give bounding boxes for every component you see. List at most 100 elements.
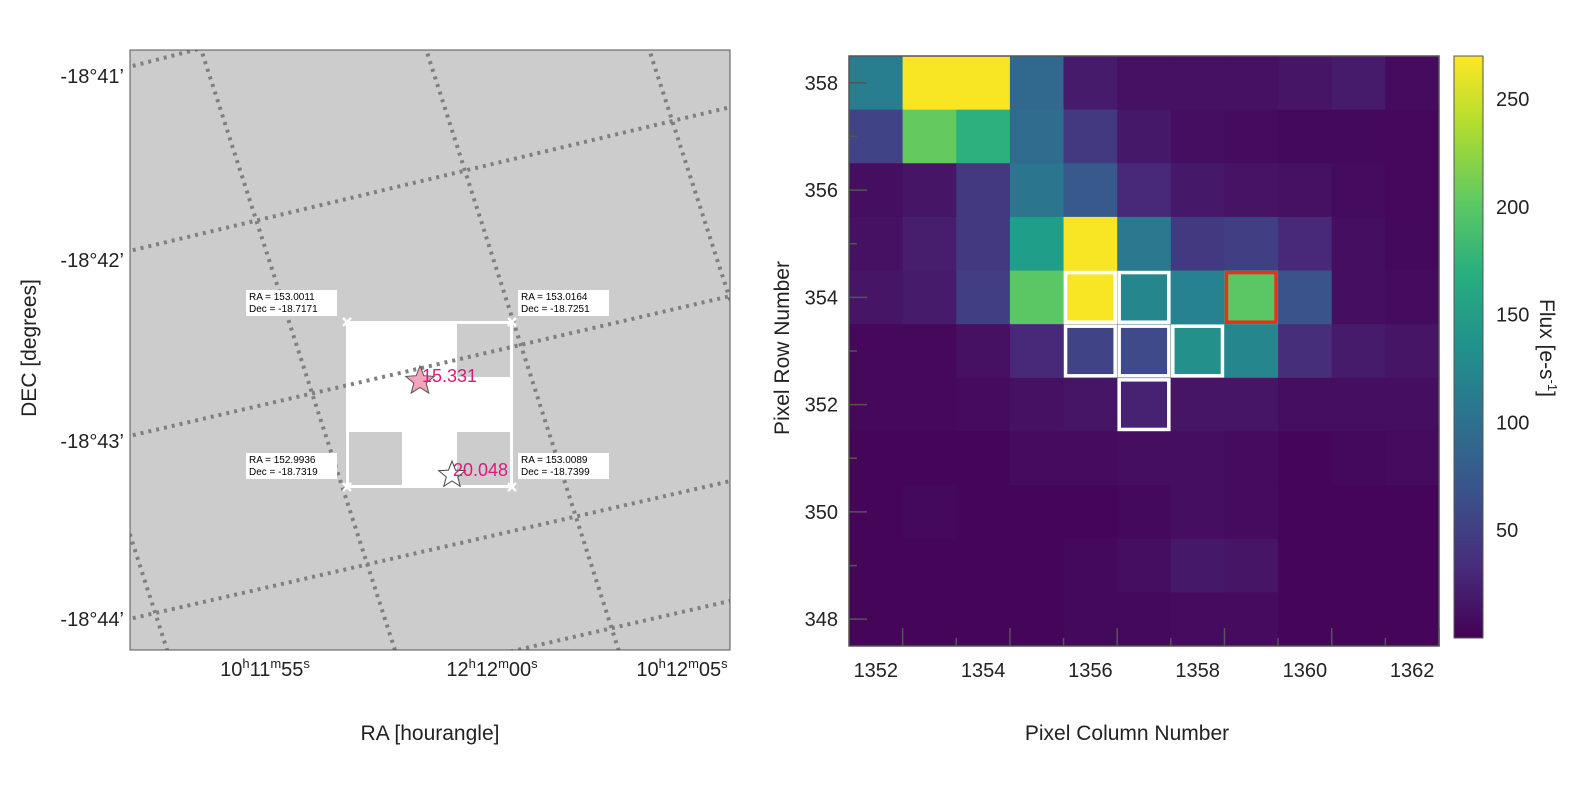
heatmap-cell <box>1063 431 1118 486</box>
aperture-pixel[interactable] <box>1171 324 1225 378</box>
heatmap-cell <box>1117 56 1172 111</box>
heatmap-cell <box>1385 109 1439 164</box>
dec-tick-labels: -18°41’ -18°42’ -18°43’ -18°44’ <box>60 66 124 631</box>
aperture-pixel[interactable] <box>1117 270 1171 324</box>
target-star[interactable]: 15.331 <box>404 364 477 395</box>
aperture-pixel[interactable] <box>1063 270 1117 324</box>
footprint-outline <box>342 317 517 492</box>
heatmap-cell <box>956 377 1011 433</box>
heatmap-cell <box>1278 538 1333 593</box>
dec-tick-label: -18°44’ <box>60 609 124 631</box>
heatmap-cell <box>1117 270 1172 325</box>
heatmap-cell <box>1009 216 1065 272</box>
neighbor-star-icon[interactable] <box>437 459 467 488</box>
heatmap-cell <box>1278 216 1333 272</box>
heatmap-cell <box>1278 485 1333 540</box>
heatmap-cell <box>1278 109 1333 164</box>
dec-grid-line <box>130 105 730 253</box>
ra-grid-line <box>199 50 398 650</box>
aperture-pixel[interactable] <box>1063 324 1117 378</box>
aperture-pixel[interactable] <box>1117 324 1171 378</box>
colorbar-gradient <box>1453 55 1484 639</box>
heatmap-cell <box>956 592 1011 646</box>
corner-ra: RA = 153.0164 <box>521 292 588 303</box>
heatmap-cell <box>1278 431 1333 486</box>
heatmap-cell <box>1224 538 1279 593</box>
heatmap-cell <box>902 431 957 486</box>
heatmap-cell <box>1170 56 1226 111</box>
aperture-pixel[interactable] <box>1117 378 1171 432</box>
heatmap-cell <box>1117 431 1172 486</box>
heatmap-cell <box>1063 485 1118 540</box>
heatmap-cell <box>902 538 957 593</box>
heatmap-cell <box>902 324 957 379</box>
y-tick-label: 356 <box>805 180 838 202</box>
aperture-outlines <box>1063 270 1278 432</box>
heatmap-cell <box>1009 431 1065 486</box>
y-tick-label: 354 <box>805 287 838 309</box>
heatmap-cell <box>1385 56 1439 111</box>
corner-ra: RA = 152.9936 <box>249 455 316 466</box>
heatmap-cell <box>956 538 1011 593</box>
heatmap-cell <box>1224 431 1279 486</box>
heatmap-xlabel: Pixel Column Number <box>1025 722 1229 745</box>
corner-label-top-right: RA = 153.0164 Dec = -18.7251 <box>518 290 609 316</box>
dec-tick-label: -18°43’ <box>60 431 124 453</box>
heatmap-cell <box>1331 56 1386 111</box>
corner-dec: Dec = -18.7399 <box>521 467 590 478</box>
heatmap-cell <box>956 324 1011 379</box>
highlight-aperture-pixel[interactable] <box>1224 270 1278 324</box>
dec-grid-line <box>130 479 730 621</box>
heatmap-cell <box>1385 592 1439 646</box>
heatmap-cell <box>902 485 957 540</box>
y-tick-label: 350 <box>805 502 838 524</box>
heatmap-cell <box>1170 538 1226 593</box>
heatmap-x-tick-labels: 1352 1354 1356 1358 1360 1362 <box>854 660 1435 682</box>
heatmap-cell <box>1278 56 1333 111</box>
colorbar-label: Flux [e-s-1] <box>1535 299 1560 397</box>
heatmap-cell <box>956 109 1011 164</box>
ra-grid-line <box>424 50 621 650</box>
colorbar-tick-label: 100 <box>1496 412 1529 434</box>
x-tick-label: 1356 <box>1068 660 1113 682</box>
heatmap-cell <box>1170 485 1226 540</box>
colorbar-tick-label: 150 <box>1496 305 1529 327</box>
heatmap-cell <box>1063 538 1118 593</box>
heatmap-cell <box>902 270 957 325</box>
corner-label-top-left: RA = 153.0011 Dec = -18.7171 <box>246 290 337 316</box>
heatmap-cell <box>956 431 1011 486</box>
colorbar-tick-labels: 250 200 150 100 50 <box>1496 89 1529 542</box>
heatmap-cell <box>1009 270 1065 325</box>
heatmap-cell <box>849 216 904 272</box>
sky-ylabel: DEC [degrees] <box>18 279 41 417</box>
heatmap-cell <box>1063 377 1118 433</box>
heatmap-y-tick-labels: 358 356 354 352 350 348 <box>805 73 838 631</box>
heatmap-cell <box>1385 538 1439 593</box>
heatmap-cell <box>1117 538 1172 593</box>
heatmap-cell <box>1063 56 1118 111</box>
heatmap-cell <box>956 163 1011 218</box>
dec-tick-label: -18°42’ <box>60 250 124 272</box>
heatmap-cell <box>1009 163 1065 218</box>
heatmap-cell <box>902 216 957 272</box>
y-tick-label: 358 <box>805 73 838 95</box>
heatmap-cell <box>1278 377 1333 433</box>
heatmap-cell <box>902 377 957 433</box>
x-tick-label: 1362 <box>1390 660 1435 682</box>
target-star-icon[interactable] <box>404 364 436 395</box>
heatmap-cell <box>1331 216 1386 272</box>
x-tick-label: 1352 <box>854 660 899 682</box>
heatmap-cell <box>1224 216 1279 272</box>
heatmap-cell <box>1224 324 1279 379</box>
heatmap-ylabel: Pixel Row Number <box>771 261 794 435</box>
heatmap-cell <box>1063 216 1118 272</box>
heatmap-cell <box>1009 377 1065 433</box>
ra-tick-labels: 10h11m55s 12h12m00s 10h12m05s <box>220 656 728 681</box>
neighbor-star[interactable]: 20.048 <box>437 459 508 488</box>
heatmap-cell <box>1009 538 1065 593</box>
y-tick-label: 348 <box>805 609 838 631</box>
heatmap-cell <box>1117 592 1172 646</box>
heatmap-cell <box>849 538 904 593</box>
heatmap-cell <box>1170 216 1226 272</box>
